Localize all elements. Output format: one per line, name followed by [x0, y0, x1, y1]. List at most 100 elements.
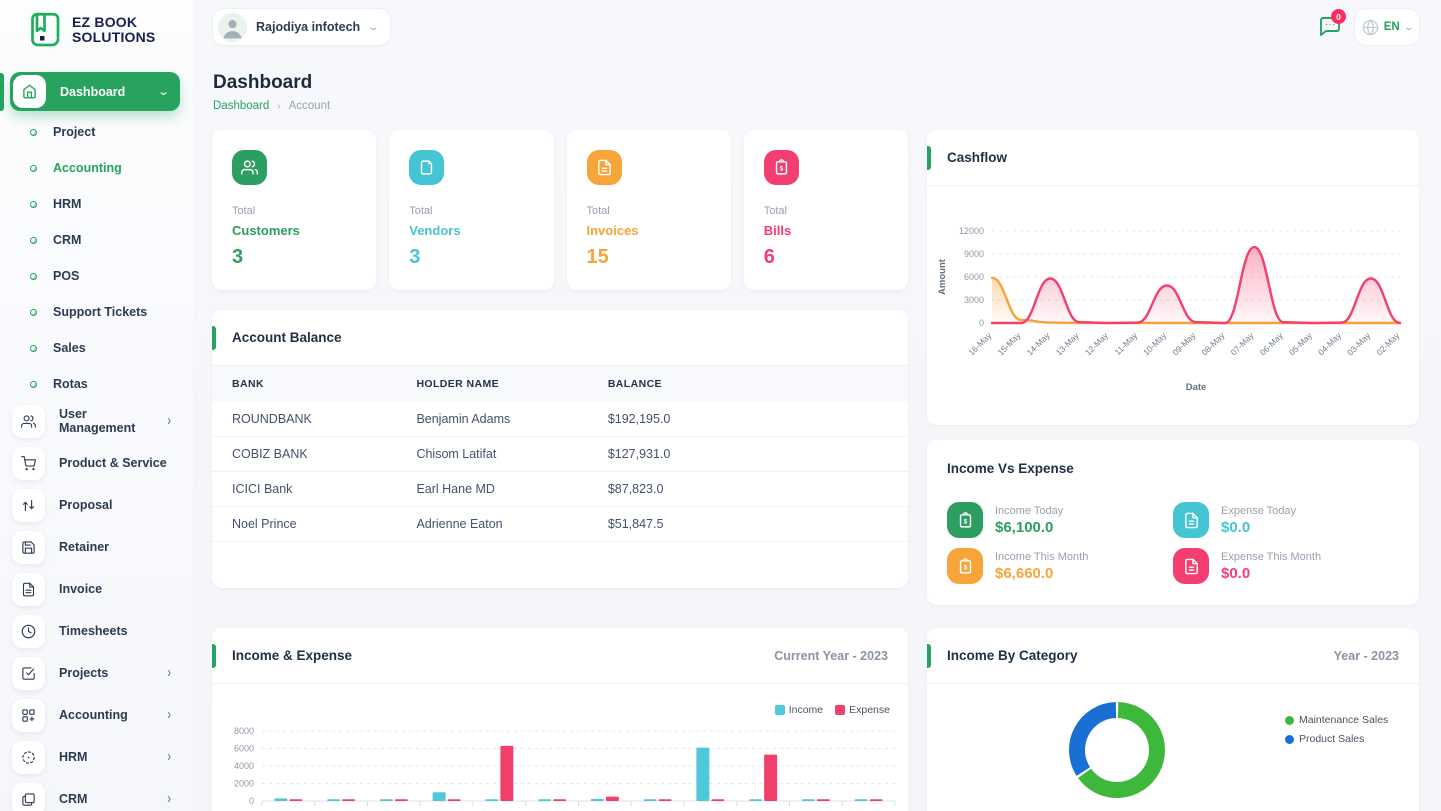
- income-today: $ Income Today $6,100.0: [947, 502, 1173, 538]
- chat-square-icon: [12, 782, 45, 811]
- svg-text:$: $: [963, 518, 967, 525]
- card-header: Cashflow: [927, 130, 1419, 186]
- stat-value: 3: [409, 246, 421, 268]
- chevron-right-icon: ›: [167, 749, 171, 765]
- chevron-right-icon: ›: [167, 413, 171, 429]
- book-logo-icon: [28, 10, 64, 50]
- sidebar-item-hrm-dash[interactable]: HRM: [0, 186, 193, 222]
- sidebar-item-timesheets[interactable]: Timesheets: [0, 610, 193, 652]
- bullet-icon: [30, 272, 37, 280]
- svg-text:16-May: 16-May: [966, 330, 994, 358]
- globe-icon: [1362, 18, 1379, 36]
- breadcrumb: Dashboard › Account: [213, 100, 330, 112]
- chevron-right-icon: ›: [167, 707, 171, 723]
- svg-text:09-May: 09-May: [1170, 330, 1198, 358]
- sidebar-item-rotas[interactable]: Rotas: [0, 366, 193, 402]
- file-text-icon: [1173, 502, 1209, 538]
- sidebar-item-sales[interactable]: Sales: [0, 330, 193, 366]
- svg-text:2000: 2000: [234, 779, 254, 789]
- svg-text:12-May: 12-May: [1083, 330, 1111, 358]
- avatar: [218, 12, 247, 42]
- stat-value: 3: [232, 246, 244, 268]
- stat-card-invoices: Total Invoices 15: [566, 130, 731, 290]
- svg-text:9000: 9000: [964, 249, 984, 259]
- income-vs-expense-card: Income Vs Expense $ Income Today $6,100.…: [927, 440, 1419, 605]
- table-row: Noel Prince Adrienne Eaton $51,847.5: [212, 506, 908, 542]
- sidebar-item-accounting-dash[interactable]: Accounting: [0, 150, 193, 186]
- cashflow-chart[interactable]: 0 3000 6000 9000 12000 16-May 15-May 14-May 13-M…: [927, 186, 1419, 425]
- svg-text:07-May: 07-May: [1229, 330, 1257, 358]
- workspace-dropdown[interactable]: Rajodiya infotech ⌄: [212, 8, 391, 46]
- sidebar-item-pos[interactable]: POS: [0, 258, 193, 294]
- year-label: Year - 2023: [1333, 648, 1399, 663]
- svg-text:$: $: [779, 166, 783, 173]
- breadcrumb-current: Account: [288, 100, 331, 112]
- bullet-icon: [30, 200, 37, 208]
- sidebar-item-dashboard[interactable]: Dashboard ⌄: [10, 72, 180, 111]
- legend-expense[interactable]: Expense: [835, 704, 890, 716]
- svg-text:4000: 4000: [234, 761, 254, 771]
- chevron-down-icon: ⌄: [1403, 21, 1414, 32]
- svg-text:13-May: 13-May: [1054, 330, 1082, 358]
- table-row: ROUNDBANK Benjamin Adams $192,195.0: [212, 402, 908, 437]
- legend-swatch: [774, 705, 785, 715]
- sidebar-item-accounting[interactable]: Accounting ›: [0, 694, 193, 736]
- table-header-row: BANK HOLDER NAME BALANCE: [212, 366, 908, 402]
- accent-bar: [212, 326, 216, 350]
- stat-value: 6: [763, 246, 775, 268]
- bullet-icon: [30, 380, 37, 388]
- chevron-down-icon: ⌄: [367, 21, 380, 33]
- sidebar-item-user-management[interactable]: User Management ›: [0, 400, 193, 442]
- bullet-icon: [30, 308, 37, 316]
- clipboard-dollar-icon: $: [947, 548, 983, 584]
- svg-text:02-May: 02-May: [1374, 330, 1402, 358]
- target-icon: [12, 740, 45, 774]
- chevron-right-icon: ›: [167, 665, 171, 681]
- sidebar-item-project[interactable]: Project: [0, 114, 193, 150]
- sidebar-item-retainer[interactable]: Retainer: [0, 526, 193, 568]
- clock-icon: [12, 614, 45, 648]
- language-dropdown[interactable]: EN ⌄: [1354, 8, 1420, 46]
- svg-text:8000: 8000: [234, 726, 254, 736]
- sort-arrows-icon: [12, 488, 45, 522]
- legend-income[interactable]: Income: [774, 704, 823, 716]
- account-balance-table: BANK HOLDER NAME BALANCE ROUNDBANK Benja…: [212, 366, 908, 542]
- svg-text:3000: 3000: [964, 295, 984, 305]
- income-by-category-card: Income By Category Year - 2023 Maintenan…: [927, 628, 1419, 811]
- sidebar-item-projects[interactable]: Projects ›: [0, 652, 193, 694]
- legend-maintenance-sales[interactable]: Maintenance Sales: [1285, 714, 1388, 726]
- svg-text:6000: 6000: [234, 744, 254, 754]
- bullet-icon: [30, 344, 37, 352]
- breadcrumb-separator-icon: ›: [277, 100, 281, 112]
- home-icon: [13, 75, 46, 108]
- income-expense-grid: $ Income Today $6,100.0 Expense Today $0…: [927, 496, 1419, 598]
- clipboard-dollar-icon: $: [947, 502, 983, 538]
- stat-card-bills: $ Total Bills 6: [743, 130, 908, 290]
- svg-text:03-May: 03-May: [1345, 330, 1373, 358]
- sidebar-item-proposal[interactable]: Proposal: [0, 484, 193, 526]
- sidebar-item-product-service[interactable]: Product & Service: [0, 442, 193, 484]
- sidebar-item-support-tickets[interactable]: Support Tickets: [0, 294, 193, 330]
- svg-text:$: $: [963, 564, 967, 571]
- app-logo[interactable]: EZ BOOK SOLUTIONS: [28, 10, 155, 50]
- svg-text:Date: Date: [1186, 382, 1207, 393]
- file-text-icon: [12, 572, 45, 606]
- breadcrumb-dashboard-link[interactable]: Dashboard: [213, 100, 270, 112]
- legend-swatch: [835, 705, 846, 715]
- svg-text:6000: 6000: [964, 272, 984, 282]
- chart-legend: Maintenance Sales Product Sales: [1285, 714, 1388, 745]
- card-header: Income & Expense Current Year - 2023: [212, 628, 908, 684]
- sidebar-item-hrm[interactable]: HRM ›: [0, 736, 193, 778]
- sidebar-item-crm-dash[interactable]: CRM: [0, 222, 193, 258]
- bullet-icon: [30, 128, 37, 136]
- users-icon: [12, 404, 45, 438]
- sidebar-item-invoice[interactable]: Invoice: [0, 568, 193, 610]
- income-by-category-chart[interactable]: [927, 684, 1419, 811]
- sidebar-item-crm[interactable]: CRM ›: [0, 778, 193, 811]
- legend-dot: [1285, 715, 1294, 725]
- chevron-down-icon: ⌄: [156, 86, 170, 98]
- svg-text:0: 0: [249, 796, 254, 806]
- check-square-icon: [12, 656, 45, 690]
- income-expense-chart[interactable]: 0 2000 4000 6000 8000: [212, 684, 908, 811]
- legend-product-sales[interactable]: Product Sales: [1285, 733, 1388, 745]
